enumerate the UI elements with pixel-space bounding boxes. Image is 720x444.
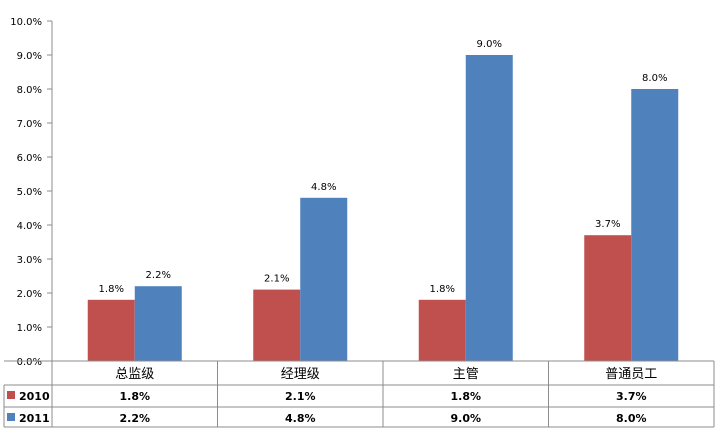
y-tick-label: 7.0%: [17, 119, 42, 130]
table-cell-value: 8.0%: [616, 412, 647, 425]
x-tick-label: 总监级: [115, 367, 154, 382]
data-label: 2.1%: [264, 274, 289, 285]
bar-2011-0: [134, 286, 182, 361]
x-tick-label: 经理级: [281, 367, 320, 382]
bar-2011-3: [631, 89, 679, 361]
bar-2010-1: [253, 289, 301, 361]
y-tick-label: 10.0%: [10, 17, 42, 28]
table-cell-value: 3.7%: [616, 390, 647, 403]
data-label: 4.8%: [311, 182, 336, 193]
y-tick-label: 8.0%: [17, 85, 42, 96]
data-label: 1.8%: [430, 284, 455, 295]
y-tick-label: 3.0%: [17, 255, 42, 266]
y-tick-label: 1.0%: [17, 323, 42, 334]
legend-label: 2010: [19, 390, 50, 403]
data-label: 2.2%: [146, 270, 171, 281]
y-tick-label: 9.0%: [17, 51, 42, 62]
data-label: 1.8%: [99, 284, 124, 295]
legend-label: 2011: [19, 412, 50, 425]
y-tick-label: 6.0%: [17, 153, 42, 164]
table-cell-value: 1.8%: [450, 390, 481, 403]
data-label: 9.0%: [477, 39, 502, 50]
y-tick-label: 0.0%: [17, 357, 42, 368]
x-tick-label: 普通员工: [605, 367, 657, 382]
bar-2010-2: [418, 299, 466, 361]
bar-2010-3: [584, 235, 632, 361]
bar-2011-2: [465, 55, 513, 361]
legend-swatch-2010: [7, 391, 15, 399]
y-tick-label: 4.0%: [17, 221, 42, 232]
legend-swatch-2011: [7, 413, 15, 421]
data-label: 8.0%: [642, 73, 667, 84]
data-label: 3.7%: [595, 219, 620, 230]
y-tick-label: 2.0%: [17, 289, 42, 300]
table-cell-value: 1.8%: [119, 390, 150, 403]
y-tick-label: 5.0%: [17, 187, 42, 198]
bar-2011-1: [300, 197, 348, 361]
table-cell-value: 2.2%: [119, 412, 150, 425]
table-cell-value: 9.0%: [450, 412, 481, 425]
table-cell-value: 4.8%: [285, 412, 316, 425]
x-tick-label: 主管: [453, 367, 479, 382]
table-cell-value: 2.1%: [285, 390, 316, 403]
bar-2010-0: [87, 299, 135, 361]
